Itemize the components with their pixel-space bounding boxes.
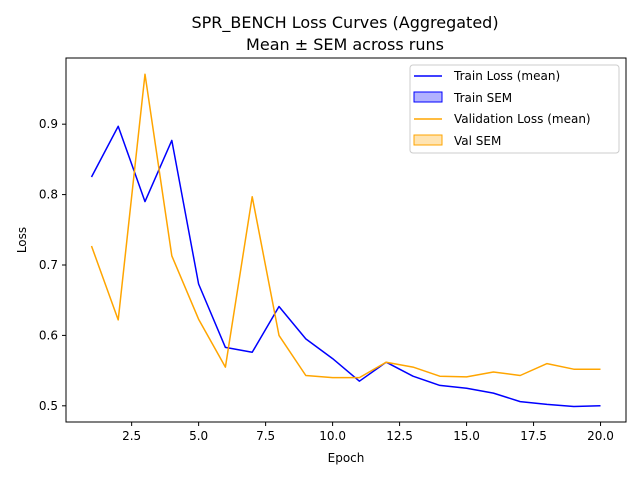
y-tick-label: 0.6 [39,328,58,342]
legend: Train Loss (mean) Train SEM Validation L… [409,64,620,154]
legend-box [409,64,620,154]
y-axis-label: Loss [15,227,29,253]
y-tick-label: 0.7 [39,258,58,272]
legend-train-loss-label: Train Loss (mean) [453,69,560,83]
chart-subtitle: Mean ± SEM across runs [246,35,444,54]
x-tick-label: 7.5 [256,429,275,443]
legend-train-sem-swatch [413,91,443,103]
x-tick-label: 15.0 [453,429,480,443]
x-tick-label: 5.0 [189,429,208,443]
y-tick-label: 0.9 [39,117,58,131]
y-tick-label: 0.8 [39,188,58,202]
legend-val-sem-label: Val SEM [454,134,501,148]
x-axis: 2.5 5.0 7.5 10.0 12.5 15.0 17.5 20.0 [122,422,614,443]
validation-loss-line [90,73,601,379]
legend-val-sem-swatch [413,134,443,146]
x-tick-label: 20.0 [587,429,614,443]
x-tick-label: 2.5 [122,429,141,443]
axes-frame [65,57,627,423]
legend-train-sem-label: Train SEM [453,91,512,105]
plot-area [90,73,601,408]
y-axis: 0.5 0.6 0.7 0.8 0.9 [39,117,66,413]
y-tick-label: 0.5 [39,399,58,413]
chart-title: SPR_BENCH Loss Curves (Aggregated) [191,13,498,33]
train-loss-line [90,125,601,408]
x-tick-label: 12.5 [386,429,413,443]
legend-validation-loss-label: Validation Loss (mean) [454,112,591,126]
x-tick-label: 10.0 [319,429,346,443]
x-tick-label: 17.5 [520,429,547,443]
x-axis-label: Epoch [328,451,365,465]
